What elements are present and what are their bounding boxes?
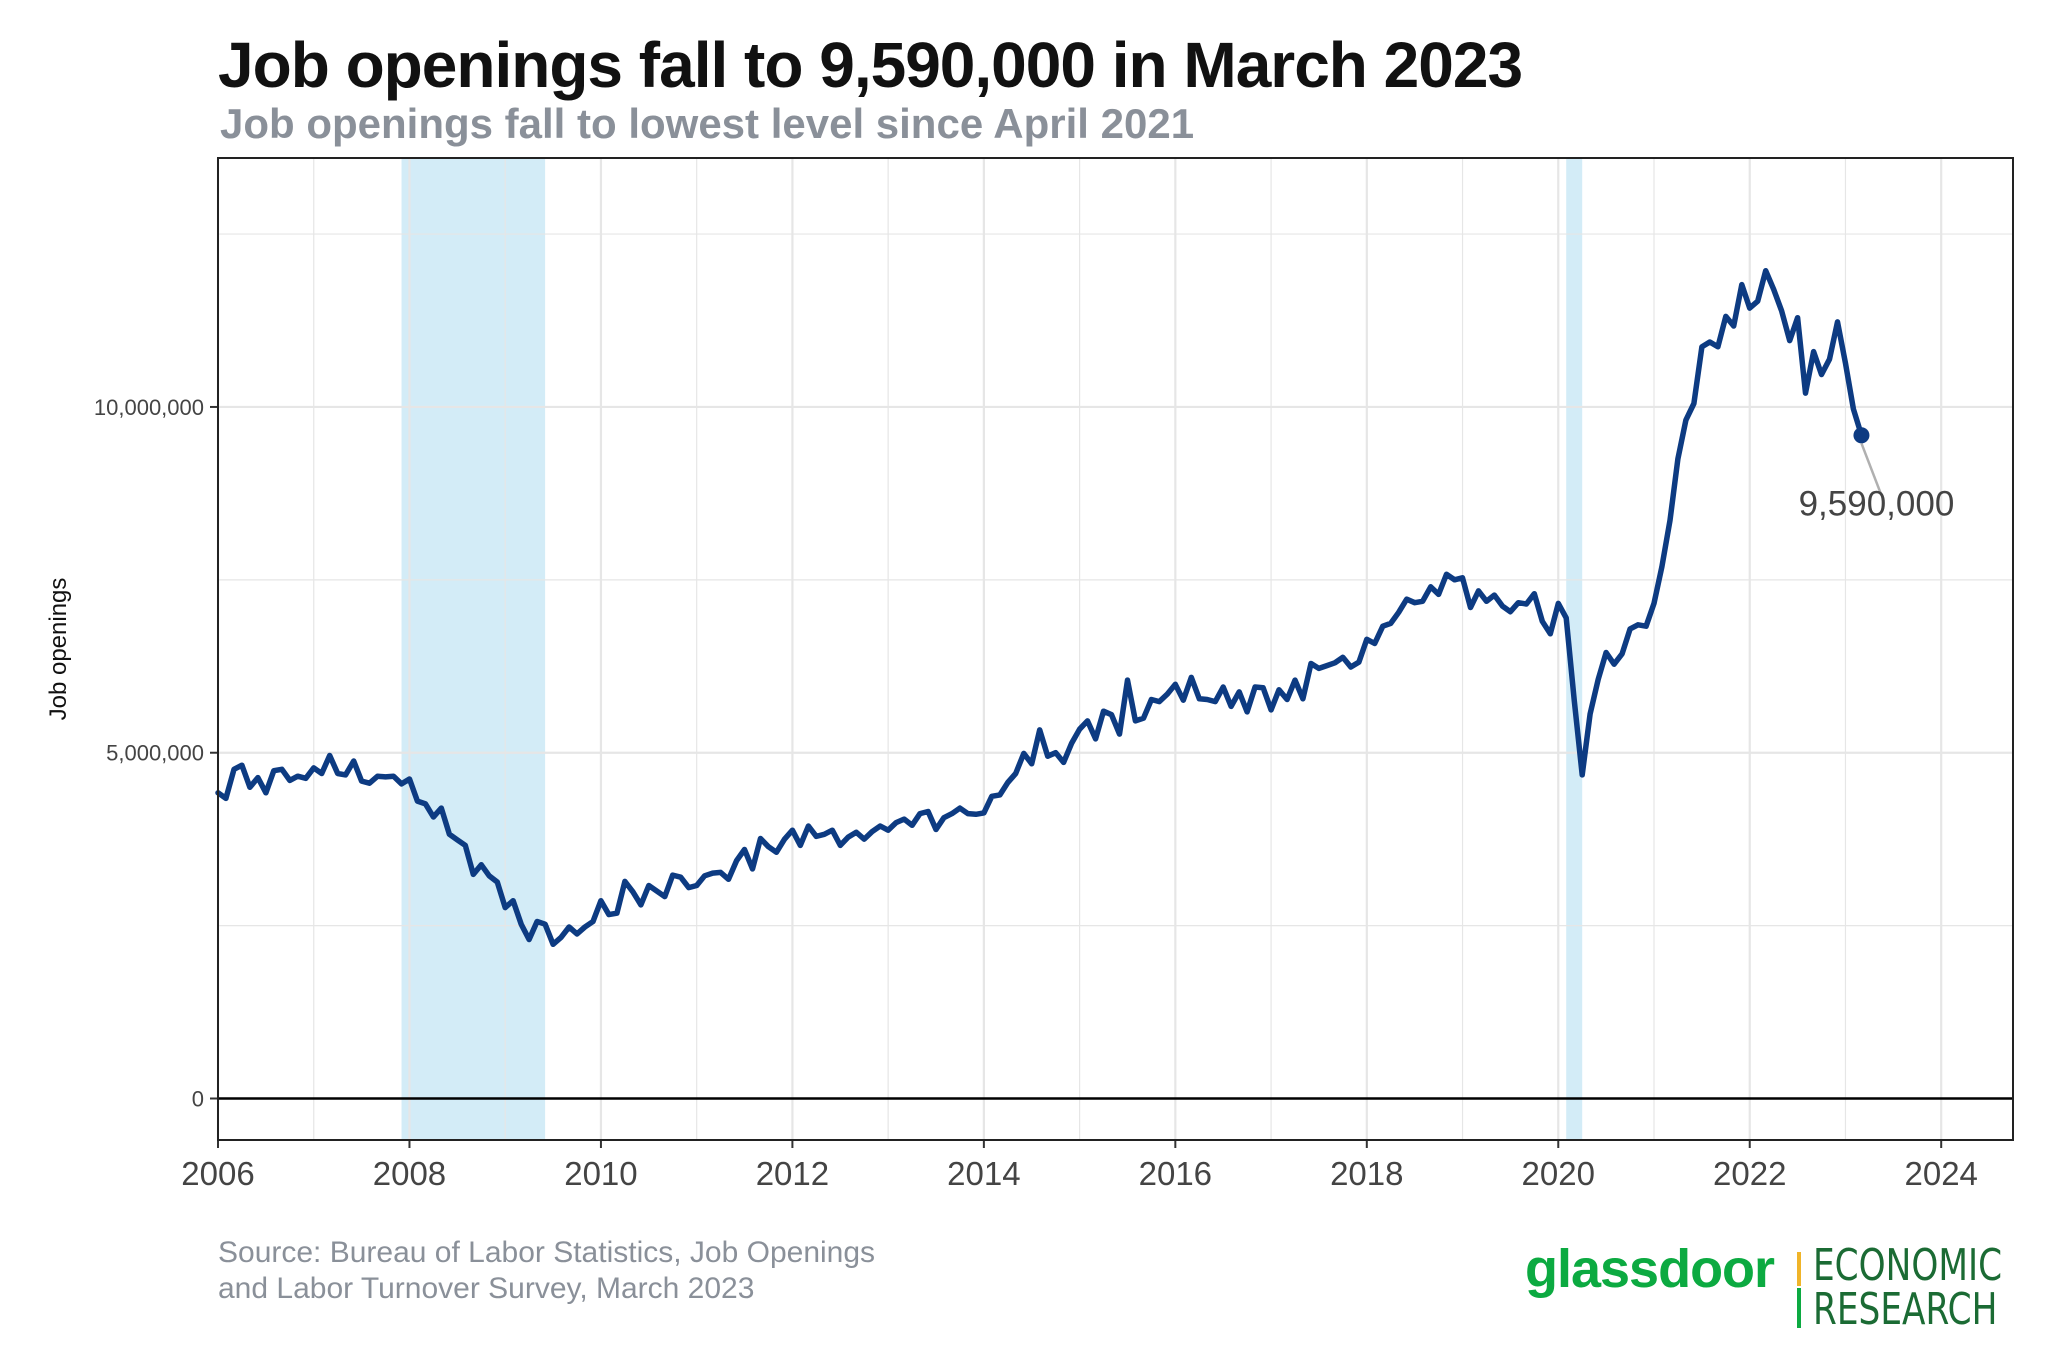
source-note: Source: Bureau of Labor Statistics, Job … bbox=[218, 1235, 875, 1307]
source-line-1: Source: Bureau of Labor Statistics, Job … bbox=[218, 1236, 876, 1269]
x-tick-label-2014: 2014 bbox=[947, 1155, 1020, 1192]
source-line-2: and Labor Turnover Survey, March 2023 bbox=[218, 1272, 755, 1305]
recession-band-2 bbox=[1566, 158, 1583, 1140]
glassdoor-economic-research-logo: glassdoor ECONOMIC RESEARCH bbox=[1525, 1238, 2025, 1333]
chart-subtitle: Job openings fall to lowest level since … bbox=[220, 100, 1195, 147]
logo-divider-bottom bbox=[1797, 1288, 1801, 1328]
x-tick-label-2008: 2008 bbox=[373, 1155, 446, 1192]
x-tick-label-2020: 2020 bbox=[1522, 1155, 1595, 1192]
x-tick-label-2024: 2024 bbox=[1904, 1155, 1977, 1192]
recession-bands bbox=[401, 158, 1583, 1140]
logo-subtitle: ECONOMIC RESEARCH bbox=[1813, 1244, 2002, 1332]
grid-lines bbox=[216, 158, 2013, 1140]
logo-line-2: RESEARCH bbox=[1813, 1284, 1998, 1335]
plot-frame bbox=[217, 157, 2014, 1141]
x-tick-label-2016: 2016 bbox=[1139, 1155, 1212, 1192]
recession-band-1 bbox=[401, 158, 546, 1140]
chart-title: Job openings fall to 9,590,000 in March … bbox=[218, 29, 1523, 101]
x-tick-label-2010: 2010 bbox=[564, 1155, 637, 1192]
x-tick-label-2012: 2012 bbox=[756, 1155, 829, 1192]
y-tick-label-10,000,000: 10,000,000 bbox=[94, 395, 204, 420]
axis-ticks: 2006 2008 2010 2012 2014 2016 2018 2020 2022 2024… bbox=[94, 395, 1978, 1192]
x-tick-label-2022: 2022 bbox=[1713, 1155, 1786, 1192]
annotation-leader bbox=[1860, 442, 1883, 496]
x-tick-label-2018: 2018 bbox=[1330, 1155, 1403, 1192]
x-tick-label-2006: 2006 bbox=[181, 1155, 254, 1192]
logo-divider-top bbox=[1797, 1252, 1801, 1286]
annotation-point bbox=[1853, 427, 1870, 444]
y-axis-label: Job openings bbox=[45, 578, 72, 721]
logo-brand: glassdoor bbox=[1525, 1239, 1775, 1299]
y-tick-label-5,000,000: 5,000,000 bbox=[106, 741, 204, 766]
logo-line-1: ECONOMIC bbox=[1813, 1240, 2003, 1291]
annotation-label: 9,590,000 bbox=[1799, 484, 1955, 523]
y-tick-label-0: 0 bbox=[192, 1087, 204, 1112]
series-line bbox=[215, 267, 1865, 948]
